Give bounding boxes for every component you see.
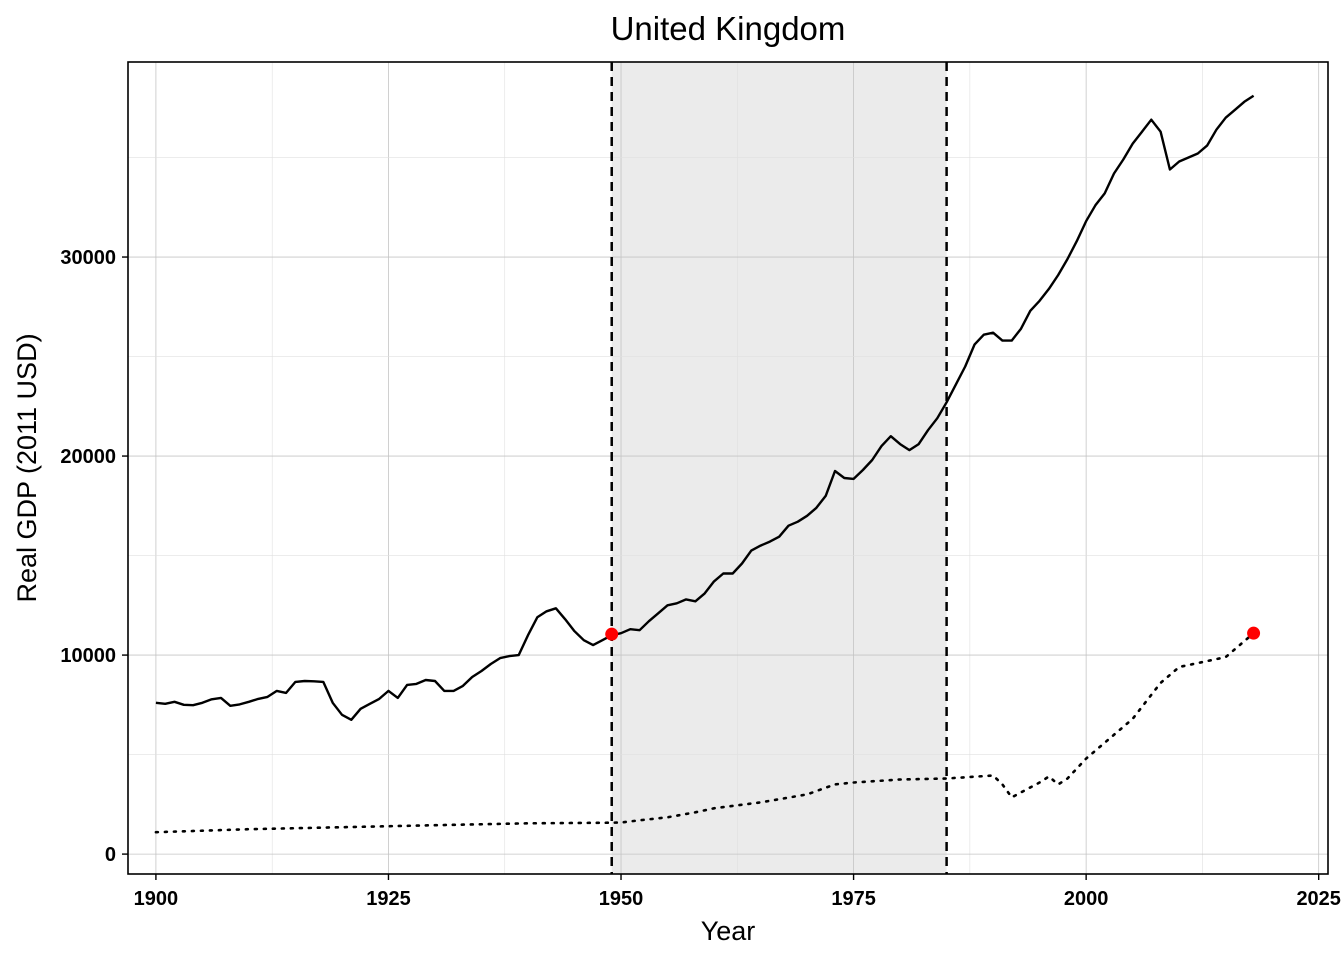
chart-title: United Kingdom [611,10,846,47]
y-tick-label: 30000 [60,247,116,269]
y-tick-label: 20000 [60,446,116,468]
y-tick-label: 0 [105,844,116,866]
x-tick-label: 2025 [1296,888,1341,910]
series-line-solid [155,94,1255,721]
plot-border [127,61,1329,875]
y-axis-label: Real GDP (2011 USD) [12,333,42,602]
highlight-point [1247,626,1261,640]
x-tick-label: 1975 [831,888,876,910]
highlight-point [605,627,619,641]
x-axis-label: Year [701,916,756,946]
y-tick-label: 10000 [60,645,116,667]
x-tick-label: 1925 [366,888,411,910]
shaded-region [611,62,947,874]
x-tick-label: 1950 [599,888,644,910]
series-line-dotted [154,631,1255,834]
x-tick-label: 1900 [134,888,179,910]
x-tick-label: 2000 [1064,888,1109,910]
plot-area: 1900 1925 1950 1975 2000 2025 0 10000 20000 30000 [60,61,1341,910]
